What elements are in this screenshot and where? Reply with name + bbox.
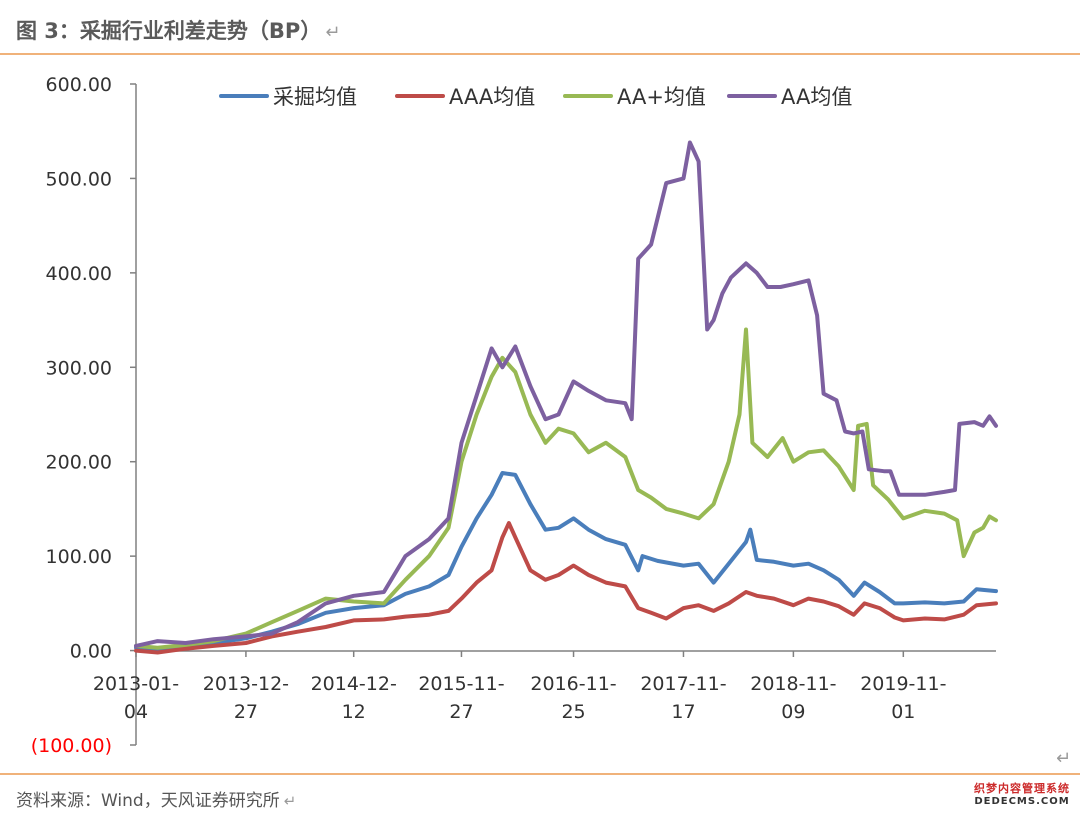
return-mark-icon: ↵ xyxy=(1056,748,1072,769)
legend-label-3: AA+均值 xyxy=(617,85,706,109)
x-tick-label-day: 09 xyxy=(781,701,805,723)
y-tick-label: 0.00 xyxy=(70,641,112,663)
spread-line-chart: 600.00 500.00 400.00 300.00 200.00 100.00 0.00… xyxy=(31,74,998,757)
x-tick-label: 2019-11- xyxy=(860,673,946,695)
series-line-4 xyxy=(134,140,998,648)
series-line-3 xyxy=(134,327,998,650)
x-tick-label: 2016-11- xyxy=(530,673,616,695)
watermark-line-2: DEDECMS.COM xyxy=(974,796,1070,807)
series-line-1 xyxy=(134,471,998,651)
x-tick-label-day: 25 xyxy=(561,701,585,723)
legend-label-4: AA均值 xyxy=(781,85,852,109)
watermark-line-1: 织梦内容管理系统 xyxy=(974,782,1070,795)
y-tick-label: (100.00) xyxy=(31,735,112,757)
return-mark-icon: ↵ xyxy=(325,22,341,43)
x-tick-label: 2018-11- xyxy=(750,673,836,695)
x-tick-label: 2013-01- xyxy=(93,673,179,695)
y-tick-label: 300.00 xyxy=(46,357,112,379)
watermark: 织梦内容管理系统 DEDECMS.COM xyxy=(968,782,1076,808)
x-tick-label-day: 27 xyxy=(234,701,258,723)
y-tick-label: 100.00 xyxy=(46,546,112,568)
x-tick-label: 2014-12- xyxy=(311,673,397,695)
legend-label-2: AAA均值 xyxy=(449,85,535,109)
x-tick-label: 2013-12- xyxy=(203,673,289,695)
x-tick-label: 2015-11- xyxy=(418,673,504,695)
y-tick-label: 200.00 xyxy=(46,452,112,474)
x-tick-label-day: 04 xyxy=(124,701,148,723)
y-tick-label: 600.00 xyxy=(46,74,112,96)
source-note: 资料来源：Wind，天风证券研究所 ↵ xyxy=(16,786,296,811)
top-divider xyxy=(0,53,1080,55)
source-text: 资料来源：Wind，天风证券研究所 xyxy=(16,791,280,811)
x-tick-label-day: 17 xyxy=(671,701,695,723)
series-line-2 xyxy=(134,521,998,655)
y-tick-label: 500.00 xyxy=(46,168,112,190)
series-lines xyxy=(134,140,998,655)
figure-title-text: 图 3：采掘行业利差走势（BP） xyxy=(16,19,322,43)
figure-title: 图 3：采掘行业利差走势（BP） ↵ xyxy=(16,16,340,46)
y-tick-label: 400.00 xyxy=(46,263,112,285)
chart-legend: 采掘均值 AAA均值 AA+均值 AA均值 xyxy=(219,85,852,109)
x-tick-label-day: 27 xyxy=(449,701,473,723)
return-mark-icon: ↵ xyxy=(283,792,297,810)
x-tick-label-day: 12 xyxy=(342,701,366,723)
chart-axes: 600.00 500.00 400.00 300.00 200.00 100.00 0.00… xyxy=(31,74,996,757)
x-tick-label-day: 01 xyxy=(891,701,915,723)
bottom-divider xyxy=(0,773,1080,775)
legend-label-1: 采掘均值 xyxy=(273,85,357,109)
x-tick-label: 2017-11- xyxy=(640,673,726,695)
